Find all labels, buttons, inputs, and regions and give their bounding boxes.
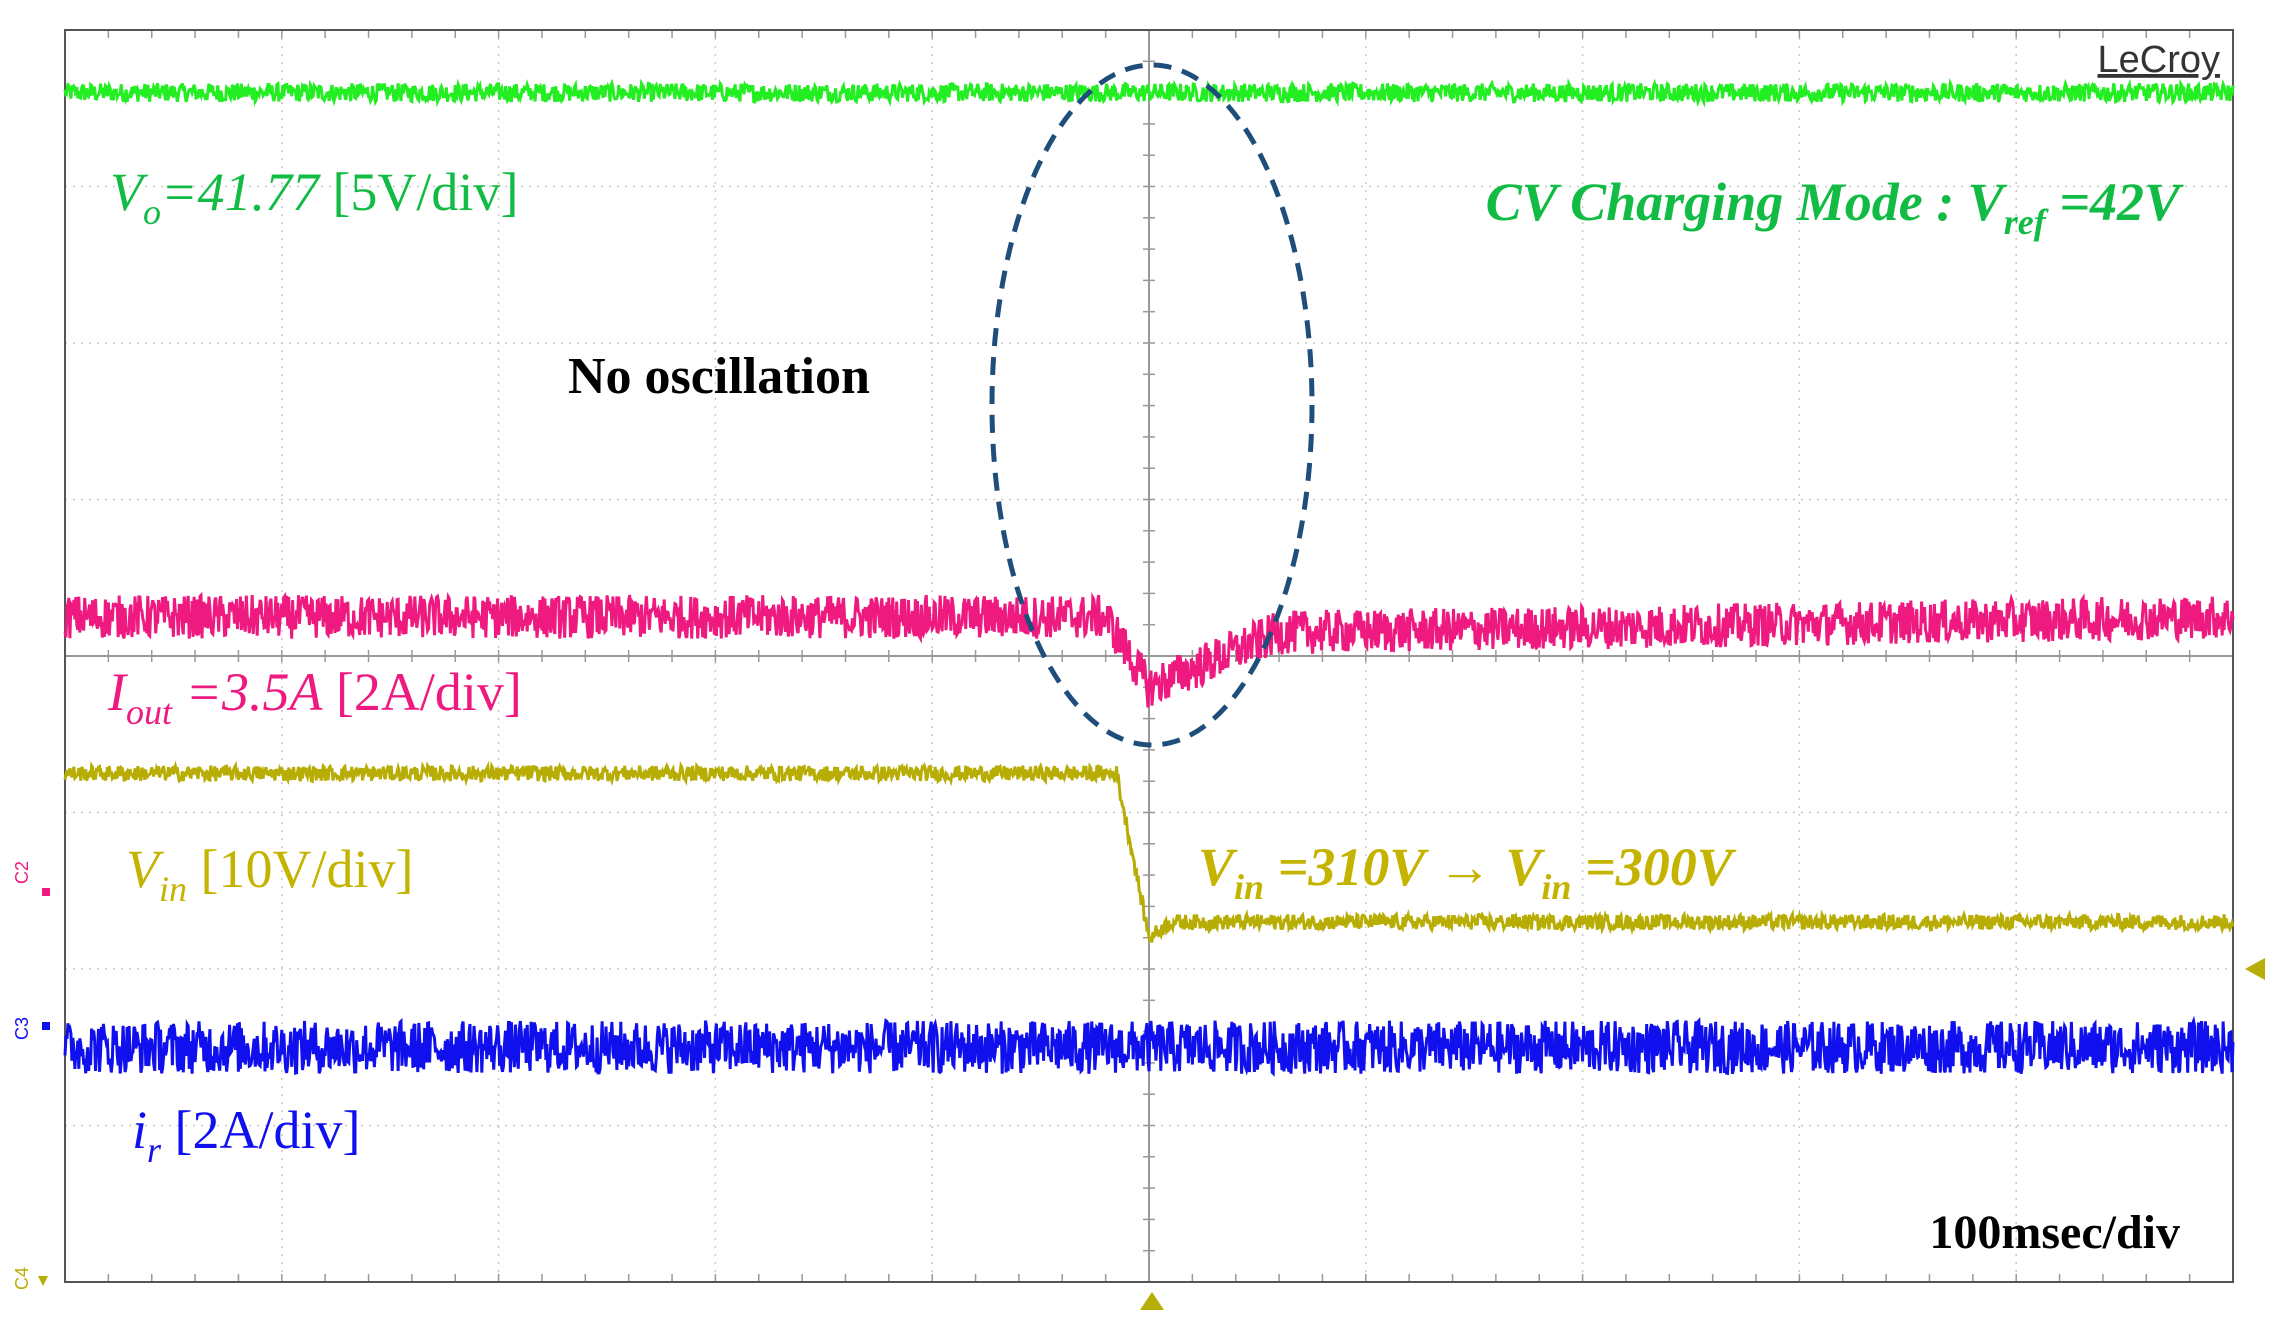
trace-ir — [63, 1015, 2235, 1077]
mode-label: CV Charging Mode : Vref =42V — [1486, 172, 2184, 242]
vin-transition-label: Vin =310V → Vin =300V — [1198, 837, 1737, 907]
iout-subscript: out — [126, 692, 173, 732]
c4-text: C4 — [12, 1267, 32, 1290]
vo-label: Vo=41.77 [5V/div] — [110, 162, 518, 232]
brand-logo: LeCroy — [2098, 39, 2221, 81]
iout-value: =3.5A — [172, 662, 323, 722]
mode-subscript: ref — [2004, 202, 2049, 242]
trace-vin — [63, 760, 2235, 944]
transition-s1: in — [1234, 867, 1264, 907]
trace-vo — [63, 77, 2235, 108]
vo-value: =41.77 — [161, 162, 321, 222]
vo-symbol: V — [110, 162, 149, 222]
transition-s2: in — [1541, 867, 1571, 907]
timebase-label: 100msec/div — [1929, 1206, 2180, 1259]
c3-text: C3 — [12, 1017, 32, 1040]
ir-scale: [2A/div] — [161, 1100, 360, 1160]
transition-eq2: =300V — [1571, 837, 1736, 897]
highlight-ellipse — [989, 62, 1315, 748]
channel-marker-c2: C2 — [12, 861, 50, 896]
trigger-time-marker — [1140, 1292, 1164, 1310]
mode-value: =42V — [2046, 172, 2184, 232]
transition-v2: V — [1505, 837, 1545, 897]
transition-eq1: =310V → — [1264, 837, 1505, 897]
iout-symbol: I — [107, 662, 129, 722]
iout-scale: [2A/div] — [322, 662, 521, 722]
annotation-no-oscillation: No oscillation — [568, 348, 870, 405]
ir-label: ir [2A/div] — [132, 1100, 361, 1170]
ir-subscript: r — [147, 1130, 162, 1170]
trigger-level-marker — [2245, 958, 2265, 980]
vin-label: Vin [10V/div] — [126, 839, 413, 909]
transition-v1: V — [1198, 837, 1238, 897]
channel-marker-c4: C4 — [12, 1267, 48, 1290]
vin-scale: [10V/div] — [187, 839, 413, 899]
c2-text: C2 — [12, 861, 32, 884]
vo-subscript: o — [143, 192, 161, 232]
ir-symbol: i — [132, 1100, 147, 1160]
vin-symbol: V — [126, 839, 165, 899]
iout-label: Iout =3.5A [2A/div] — [107, 662, 522, 732]
mode-prefix: CV Charging Mode : V — [1486, 172, 2008, 232]
vo-scale: [5V/div] — [319, 162, 518, 222]
plot-frame — [64, 29, 2234, 1283]
channel-marker-c3: C3 — [12, 1017, 50, 1040]
trace-iout — [63, 591, 2235, 708]
vin-subscript: in — [159, 869, 187, 909]
trace-group — [63, 77, 2235, 1077]
